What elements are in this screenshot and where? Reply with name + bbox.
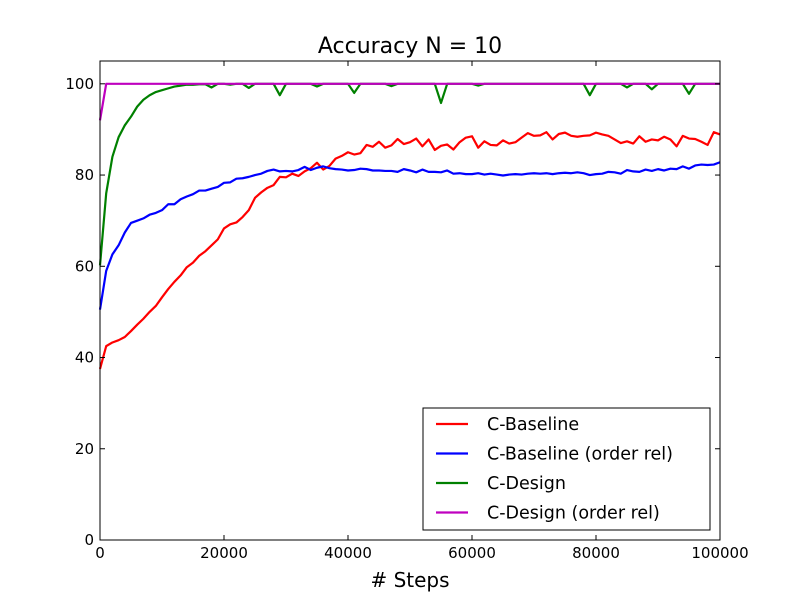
y-tick-label: 20 [75, 440, 94, 458]
x-axis-label: # Steps [370, 568, 449, 592]
y-tick-label: 40 [75, 349, 94, 367]
x-tick-label: 40000 [324, 544, 372, 562]
y-tick-label: 80 [75, 166, 94, 184]
legend-label-2: C-Baseline (order rel) [487, 445, 673, 465]
legend: C-Baseline C-Baseline (order rel) C-Design… [422, 407, 711, 531]
x-tick-label: 80000 [572, 544, 620, 562]
chart-title: Accuracy N = 10 [318, 34, 502, 59]
series-layer [98, 82, 721, 370]
x-tick-label: 0 [95, 544, 105, 562]
plot-frame [99, 60, 721, 541]
series-line-2 [98, 161, 721, 310]
x-tick-label: 60000 [448, 544, 496, 562]
legend-box [422, 407, 711, 531]
y-tick-label: 60 [75, 257, 94, 275]
series-line-1 [98, 131, 721, 370]
ticks-layer: 0 20000 40000 60000 80000 100000 0 20 40 60 80 100 [65, 61, 749, 562]
legend-label-3: C-Design [487, 474, 566, 494]
x-tick-label: 20000 [200, 544, 248, 562]
y-tick-label: 100 [65, 75, 94, 93]
x-tick-label: 100000 [691, 544, 748, 562]
y-tick-label: 0 [84, 531, 94, 549]
legend-label-1: C-Baseline [487, 415, 579, 435]
legend-label-4: C-Design (order rel) [487, 504, 660, 524]
series-line-4 [98, 82, 720, 121]
